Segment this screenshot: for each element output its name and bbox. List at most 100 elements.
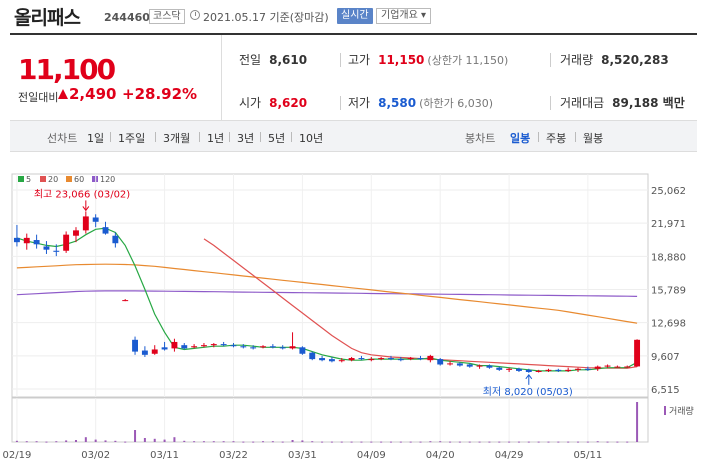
candle xyxy=(535,370,542,372)
volume-bar xyxy=(439,441,442,443)
volume-bar xyxy=(596,441,599,443)
volume-bar xyxy=(202,441,205,443)
legend-swatch xyxy=(40,176,46,182)
stock-chart[interactable]: 25,062 21,971 18,880 15,789 12,698 9,607 6,515… xyxy=(0,152,707,472)
volume-bar xyxy=(360,441,363,443)
volume-bar xyxy=(321,441,324,443)
volume-frame xyxy=(11,397,649,443)
volume-bar xyxy=(193,441,196,443)
y-tick-label: 6,515 xyxy=(651,385,680,396)
candle xyxy=(565,369,572,371)
candle xyxy=(230,345,237,347)
volume-bar xyxy=(104,440,107,442)
stat-value: 11,150 xyxy=(378,53,425,67)
stat-open: 시가 8,620 xyxy=(239,94,307,111)
candle xyxy=(220,344,227,346)
moving-averages xyxy=(16,227,638,372)
candle xyxy=(634,339,641,367)
volume-bar xyxy=(468,441,471,443)
candle xyxy=(624,366,631,368)
volume-bar xyxy=(616,441,619,443)
stat-amount: 거래대금 89,188 백만 xyxy=(560,94,685,111)
volume-bar xyxy=(291,440,294,442)
volume-bar xyxy=(380,441,383,443)
company-info-dropdown[interactable]: 기업개요 ▾ xyxy=(376,8,431,24)
x-tick-label: 04/20 xyxy=(426,450,455,461)
volume-bar xyxy=(626,441,629,443)
candle xyxy=(240,346,247,348)
volume-bar xyxy=(163,439,166,442)
legend-swatch xyxy=(66,176,72,182)
high-annotation: 최고 23,066 (03/02) xyxy=(34,188,130,200)
volume-bar xyxy=(212,441,215,443)
period-1y[interactable]: 1년 xyxy=(207,132,225,145)
volume-bar xyxy=(517,441,520,443)
period-daily[interactable]: 일봉 xyxy=(510,132,531,145)
candle xyxy=(201,345,207,347)
period-1d[interactable]: 1일 xyxy=(87,132,105,145)
volume-bar xyxy=(340,441,343,443)
volume-bar xyxy=(350,441,353,443)
period-5y[interactable]: 5년 xyxy=(268,132,286,145)
volume-bar xyxy=(409,441,412,443)
legend-swatch xyxy=(92,176,98,182)
candle xyxy=(348,358,355,361)
period-weekly[interactable]: 주봉 xyxy=(546,132,567,145)
volume-bar xyxy=(508,441,511,443)
candle xyxy=(43,246,50,250)
x-tick-label: 03/02 xyxy=(81,450,110,461)
candle xyxy=(161,347,168,350)
period-1w[interactable]: 1주일 xyxy=(118,132,146,145)
candle xyxy=(132,339,138,352)
stat-prev-close: 전일 8,610 xyxy=(239,51,307,68)
period-monthly[interactable]: 월봉 xyxy=(583,132,604,145)
annotations: 최고 23,066 (03/02) 최저 8,020 (05/03) 거래량 xyxy=(34,188,694,417)
stat-value: 8,520,283 xyxy=(601,53,669,67)
volume-bar xyxy=(25,441,28,443)
stat-label: 전일 xyxy=(239,53,262,67)
candle xyxy=(102,227,109,234)
candle xyxy=(92,217,99,222)
volume-bar xyxy=(330,441,333,443)
period-3m[interactable]: 3개월 xyxy=(163,132,191,145)
volume-bar xyxy=(84,437,87,442)
volume-bar xyxy=(636,402,639,442)
candle xyxy=(328,359,335,362)
volume-bar xyxy=(399,441,402,443)
volume-bar xyxy=(537,441,540,443)
x-tick-label: 02/19 xyxy=(3,450,32,461)
period-10y[interactable]: 10년 xyxy=(299,132,324,145)
low-arrow-head xyxy=(525,374,533,380)
realtime-button[interactable]: 실시간 xyxy=(337,8,373,24)
candle xyxy=(368,359,375,361)
volume-bar xyxy=(606,441,609,443)
header-divider xyxy=(10,33,697,35)
candle xyxy=(575,368,581,370)
candle xyxy=(466,364,473,367)
stat-high: 고가 11,150 (상한가 11,150) xyxy=(348,51,508,68)
candle xyxy=(584,368,591,370)
candle xyxy=(594,366,601,369)
candle xyxy=(289,346,296,349)
stock-name: 올리패스 xyxy=(14,7,81,29)
volume-bar xyxy=(242,441,245,443)
candle xyxy=(614,366,621,368)
lower-limit: (하한가 6,030) xyxy=(419,97,493,110)
candle xyxy=(53,250,60,252)
legend-ma20: 20 xyxy=(40,175,58,184)
chart-grid xyxy=(11,173,649,443)
stat-divider xyxy=(550,96,551,110)
candle xyxy=(447,363,453,365)
change-label: 전일대비 xyxy=(18,91,59,104)
volume-bar xyxy=(281,441,284,443)
candle xyxy=(250,347,257,349)
candle xyxy=(309,352,316,360)
candle xyxy=(437,359,444,365)
candle xyxy=(378,358,385,360)
candle xyxy=(171,341,178,349)
volume-bar xyxy=(222,441,225,443)
period-3y[interactable]: 3년 xyxy=(237,132,255,145)
volume-bar xyxy=(449,441,452,443)
volume-bar xyxy=(488,441,491,443)
volume-bar xyxy=(577,441,580,443)
